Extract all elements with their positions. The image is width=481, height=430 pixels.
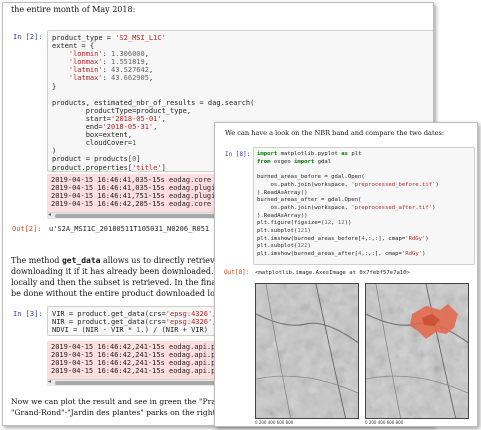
code-cell-8-source: import matplotlib.pyplot as plt from osg… <box>257 151 439 258</box>
left-x-ticks: 0 200 400 600 800 <box>255 420 294 425</box>
out-prompt-2: Out[2]: <box>12 225 42 233</box>
intro-text: the entire month of May 2018: <box>11 5 136 14</box>
scrollbar-thumb[interactable] <box>55 214 219 218</box>
paragraph-plot-line1: Now we can plot the result and see in gr… <box>11 397 337 406</box>
grayscale-terrain-after <box>366 284 468 418</box>
grayscale-terrain-before <box>256 284 358 418</box>
paragraph-get-data-line1: The method get_data allows us to directl… <box>11 256 256 265</box>
log-lines: 2019-04-15 16:46:41,035-15s eodag.core 2… <box>51 176 220 209</box>
scrollbar-thumb[interactable] <box>55 381 219 385</box>
output-text-2: u'S2A_MSI1C_20180511T105031_N0206_R051 <box>49 225 210 233</box>
notebook-page-2: We can have a look on the NBR band and c… <box>214 122 478 427</box>
paragraph-get-data-line3: locally and then the subset is retrieved… <box>11 278 258 287</box>
in-prompt-2: In [2]: <box>13 33 43 41</box>
code-cell-2[interactable]: product_type = 'S2_MSI_L1C' extent = { '… <box>47 30 433 172</box>
plot-after-image <box>365 283 469 419</box>
intro-text-2: We can have a look on the NBR band and c… <box>225 129 445 137</box>
code-cell-2-source: product_type = 'S2_MSI_L1C' extent = { '… <box>52 34 255 172</box>
code-cell-3-source: VIR = product.get_data(crs='epsg:4326', … <box>52 310 216 335</box>
paragraph-get-data-line2: downloading it if it has already been do… <box>11 267 260 276</box>
paragraph-plot-line2: "Grand-Rond"-"Jardin des plantes" parks … <box>11 408 333 417</box>
scroll-left-icon[interactable]: ◂ <box>48 211 52 218</box>
right-x-ticks: 0 200 400 600 800 <box>365 420 404 425</box>
in-prompt-8: In [8]: <box>225 151 251 158</box>
output-text-8: <matplotlib.image.AxesImage at 0x7febf57… <box>255 270 410 276</box>
plot-before-image <box>255 283 359 419</box>
code-cell-8[interactable]: import matplotlib.pyplot as plt from osg… <box>253 147 475 265</box>
log-lines-3: 2019-04-15 16:46:42,241-15s eodag.api.pr… <box>51 343 220 376</box>
in-prompt-3: In [3]: <box>13 310 43 318</box>
out-prompt-8: Out[8]: <box>224 269 250 276</box>
scroll-left-icon[interactable]: ◂ <box>48 378 52 385</box>
paragraph-get-data-line4: be done without the entire product downl… <box>11 289 236 298</box>
